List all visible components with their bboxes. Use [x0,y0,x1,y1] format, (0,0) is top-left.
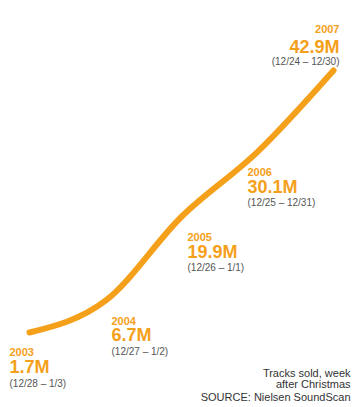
svg-text:(12/25 – 12/31): (12/25 – 12/31) [248,197,316,208]
svg-text:SOURCE: Nielsen SoundScan: SOURCE: Nielsen SoundScan [201,391,351,403]
svg-text:2004: 2004 [111,314,136,327]
svg-text:2005: 2005 [187,230,212,243]
svg-text:Tracks sold, weekafter Christm: Tracks sold, weekafter Christmas [263,367,351,390]
svg-text:(12/28 – 1/3): (12/28 – 1/3) [10,378,67,389]
svg-text:30.1M: 30.1M [248,177,298,197]
svg-text:1.7M: 1.7M [10,357,50,377]
svg-text:(12/27 – 1/2): (12/27 – 1/2) [112,346,169,357]
svg-text:6.7M: 6.7M [112,325,152,345]
svg-text:19.9M: 19.9M [188,242,238,262]
svg-text:42.9M: 42.9M [289,37,339,57]
svg-text:(12/24 – 12/30): (12/24 – 12/30) [272,56,340,67]
svg-text:2007: 2007 [315,23,339,35]
svg-text:(12/26 – 1/1): (12/26 – 1/1) [188,262,245,273]
svg-text:2003: 2003 [9,346,34,359]
svg-text:2006: 2006 [247,165,272,178]
